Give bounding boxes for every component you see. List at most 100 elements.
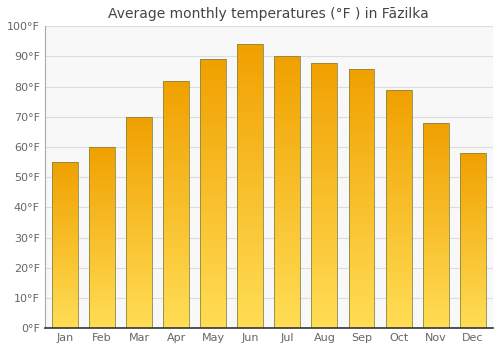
Bar <box>274 63 300 66</box>
Bar <box>386 117 411 119</box>
Bar <box>422 195 448 197</box>
Title: Average monthly temperatures (°F ) in Fāzilka: Average monthly temperatures (°F ) in Fā… <box>108 7 429 21</box>
Bar <box>312 192 338 195</box>
Bar <box>422 123 448 125</box>
Bar <box>386 164 411 167</box>
Bar <box>460 298 485 300</box>
Bar <box>52 289 78 291</box>
Bar <box>52 189 78 191</box>
Bar <box>422 174 448 177</box>
Bar <box>52 222 78 224</box>
Bar <box>89 242 115 244</box>
Bar <box>89 260 115 262</box>
Bar <box>386 96 411 99</box>
Bar <box>89 324 115 326</box>
Bar <box>422 220 448 223</box>
Bar <box>348 166 374 169</box>
Bar <box>164 282 189 285</box>
Bar <box>52 212 78 214</box>
Bar <box>200 241 226 244</box>
Bar <box>52 282 78 285</box>
Bar <box>386 260 411 262</box>
Bar <box>460 271 485 273</box>
Bar <box>89 197 115 199</box>
Bar <box>422 172 448 174</box>
Bar <box>52 162 78 164</box>
Bar <box>200 221 226 224</box>
Bar <box>274 77 300 80</box>
Bar <box>274 253 300 257</box>
Bar <box>89 231 115 233</box>
Bar <box>460 260 485 262</box>
Bar <box>126 262 152 265</box>
Bar <box>164 146 189 149</box>
Bar <box>200 268 226 271</box>
Bar <box>386 224 411 227</box>
Bar <box>200 187 226 190</box>
Bar <box>200 228 226 231</box>
Bar <box>348 198 374 202</box>
Bar <box>164 288 189 291</box>
Bar <box>164 266 189 270</box>
Bar <box>126 170 152 172</box>
Bar <box>460 273 485 276</box>
Bar <box>348 133 374 137</box>
Bar <box>386 236 411 239</box>
Bar <box>386 289 411 292</box>
Bar <box>386 272 411 274</box>
Bar <box>52 322 78 324</box>
Bar <box>460 287 485 289</box>
Bar <box>126 315 152 318</box>
Bar <box>460 205 485 208</box>
Bar <box>164 142 189 146</box>
Bar <box>200 298 226 301</box>
Bar <box>238 55 264 58</box>
Bar <box>200 150 226 154</box>
Bar <box>238 94 264 98</box>
Bar <box>386 325 411 328</box>
Bar <box>200 274 226 278</box>
Bar <box>126 177 152 180</box>
Bar <box>312 305 338 308</box>
Bar <box>164 170 189 174</box>
Bar <box>348 318 374 322</box>
Bar <box>422 197 448 200</box>
Bar <box>200 86 226 90</box>
Bar <box>200 217 226 221</box>
Bar <box>274 287 300 291</box>
Bar <box>89 188 115 190</box>
Bar <box>312 106 338 109</box>
Bar <box>348 120 374 124</box>
Bar <box>89 303 115 306</box>
Bar <box>274 84 300 87</box>
Bar <box>52 326 78 328</box>
Bar <box>164 80 189 328</box>
Bar <box>164 149 189 152</box>
Bar <box>238 51 264 55</box>
Bar <box>422 228 448 231</box>
Bar <box>89 217 115 219</box>
Bar <box>238 73 264 76</box>
Bar <box>422 298 448 300</box>
Bar <box>312 119 338 122</box>
Bar <box>386 107 411 111</box>
Bar <box>238 268 264 272</box>
Bar <box>460 300 485 302</box>
Bar <box>164 245 189 248</box>
Bar <box>386 206 411 209</box>
Bar <box>274 267 300 271</box>
Bar <box>238 279 264 282</box>
Bar <box>89 292 115 294</box>
Bar <box>238 201 264 204</box>
Bar <box>200 144 226 147</box>
Bar <box>312 169 338 172</box>
Bar <box>238 58 264 62</box>
Bar <box>238 208 264 211</box>
Bar <box>52 314 78 316</box>
Bar <box>348 289 374 293</box>
Bar <box>89 253 115 256</box>
Bar <box>312 278 338 282</box>
Bar <box>460 317 485 320</box>
Bar <box>126 225 152 228</box>
Bar <box>126 323 152 326</box>
